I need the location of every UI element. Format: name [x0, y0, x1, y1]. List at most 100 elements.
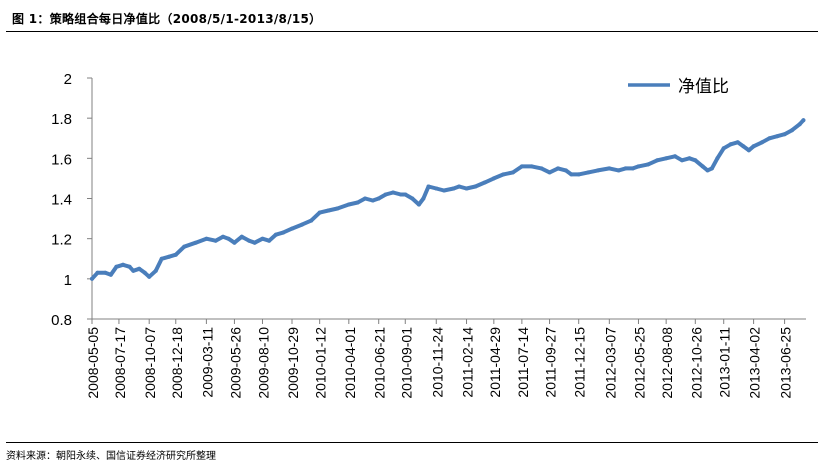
nav-ratio-point: [464, 186, 469, 191]
nav-ratio-point: [767, 136, 772, 141]
figure-title-bar: 图 1：策略组合每日净值比（2008/5/1-2013/8/15）: [6, 4, 818, 30]
nav-ratio-point: [147, 274, 152, 279]
nav-ratio-point: [363, 196, 368, 201]
nav-ratio-point: [576, 172, 581, 177]
nav-ratio-point: [728, 142, 733, 147]
x-tick-label: 2008-12-18: [169, 327, 185, 399]
nav-ratio-point: [193, 240, 198, 245]
figure-title: 图 1：策略组合每日净值比（2008/5/1-2013/8/15）: [12, 12, 322, 26]
nav-ratio-point: [300, 222, 304, 227]
nav-ratio-point: [273, 232, 278, 237]
nav-ratio-point: [309, 218, 314, 223]
nav-ratio-point: [451, 186, 456, 191]
nav-ratio-point: [142, 270, 147, 275]
nav-ratio-point: [260, 236, 265, 241]
y-tick-label: 1: [64, 272, 72, 289]
nav-ratio-point: [519, 164, 524, 169]
nav-ratio-point: [705, 168, 710, 173]
nav-ratio-point: [317, 210, 322, 215]
nav-ratio-point: [746, 148, 751, 153]
nav-ratio-point: [775, 134, 780, 139]
x-tick-label: 2011-09-27: [543, 327, 559, 398]
nav-ratio-point: [646, 162, 651, 167]
nav-ratio-point: [90, 276, 94, 281]
x-tick-label: 2011-12-15: [572, 327, 588, 398]
nav-ratio-point: [247, 238, 252, 243]
nav-ratio-point: [563, 168, 568, 173]
nav-ratio-point: [483, 180, 487, 185]
nav-ratio-point: [416, 202, 421, 207]
nav-ratio-point: [715, 156, 720, 161]
nav-ratio-point: [370, 198, 375, 203]
x-tick-label: 2008-10-07: [142, 327, 158, 399]
nav-ratio-point: [607, 166, 612, 171]
nav-ratio-point: [687, 156, 692, 161]
nav-ratio-point: [556, 166, 560, 171]
nav-ratio-point: [153, 268, 158, 273]
nav-ratio-point: [383, 192, 388, 197]
nav-ratio-point: [137, 266, 142, 271]
nav-ratio-point: [655, 158, 660, 163]
nav-ratio-point: [673, 154, 677, 159]
x-tick-label: 2010-11-24: [429, 327, 445, 398]
nav-ratio-point: [114, 264, 119, 269]
nav-ratio-point: [335, 206, 340, 211]
x-tick-label: 2012-05-25: [631, 327, 647, 399]
nav-ratio-point: [709, 166, 714, 171]
x-tick-label: 2010-01-12: [313, 327, 329, 399]
nav-ratio-point: [281, 230, 286, 235]
nav-ratio-point: [539, 166, 544, 171]
nav-ratio-point: [473, 184, 478, 189]
nav-ratio-point: [491, 176, 496, 181]
nav-ratio-point: [398, 192, 403, 197]
nav-ratio-point: [391, 190, 396, 195]
x-tick-label: 2009-03-11: [199, 327, 215, 398]
y-tick-label: 2: [64, 71, 72, 88]
nav-ratio-point: [797, 122, 802, 127]
nav-ratio-point: [421, 196, 426, 201]
y-tick-label: 1.4: [51, 192, 72, 209]
nav-ratio-point: [501, 172, 506, 177]
nav-ratio-point: [121, 262, 125, 267]
x-tick-label: 2013-06-25: [778, 327, 794, 399]
nav-ratio-point: [159, 256, 164, 261]
y-tick-label: 1.6: [51, 151, 72, 168]
nav-ratio-point: [801, 118, 806, 123]
nav-ratio-point: [751, 144, 756, 149]
nav-ratio-point: [290, 226, 294, 231]
nav-ratio-point: [226, 236, 231, 241]
nav-ratio-point: [790, 128, 794, 133]
y-tick-label: 1.2: [51, 232, 72, 249]
nav-ratio-point: [267, 238, 272, 243]
nav-ratio-line: [90, 118, 806, 281]
nav-ratio-point: [595, 168, 600, 173]
nav-ratio-point: [664, 156, 669, 161]
figure-source: 资料来源：朝阳永续、国信证券经济研究所整理: [6, 451, 216, 462]
nav-ratio-point: [547, 170, 552, 175]
nav-ratio-point: [213, 238, 218, 243]
x-tick-label: 2011-07-14: [515, 327, 531, 398]
nav-ratio-point: [623, 166, 628, 171]
nav-ratio-point: [741, 144, 746, 149]
nav-ratio-point: [103, 270, 108, 275]
x-tick-label: 2009-10-29: [285, 327, 301, 399]
nav-ratio-point: [346, 202, 351, 207]
nav-ratio-point: [204, 236, 209, 241]
nav-ratio-point: [410, 196, 415, 201]
nav-ratio-point: [252, 240, 257, 245]
x-tick-label: 2010-09-01: [398, 327, 414, 399]
nav-ratio-point: [700, 164, 705, 169]
nav-ratio-point: [680, 158, 684, 163]
y-tick-label: 1.8: [51, 111, 72, 128]
nav-ratio-point: [232, 240, 237, 245]
nav-ratio-point: [457, 184, 462, 189]
nav-ratio-point: [127, 264, 132, 269]
nav-ratio-point: [376, 196, 381, 201]
nav-ratio-point: [693, 158, 698, 163]
nav-ratio-point: [131, 268, 136, 273]
nav-ratio-point: [586, 170, 591, 175]
x-tick-label: 2012-10-26: [688, 327, 704, 399]
nav-ratio-point: [403, 192, 408, 197]
nav-ratio-point: [426, 184, 431, 189]
